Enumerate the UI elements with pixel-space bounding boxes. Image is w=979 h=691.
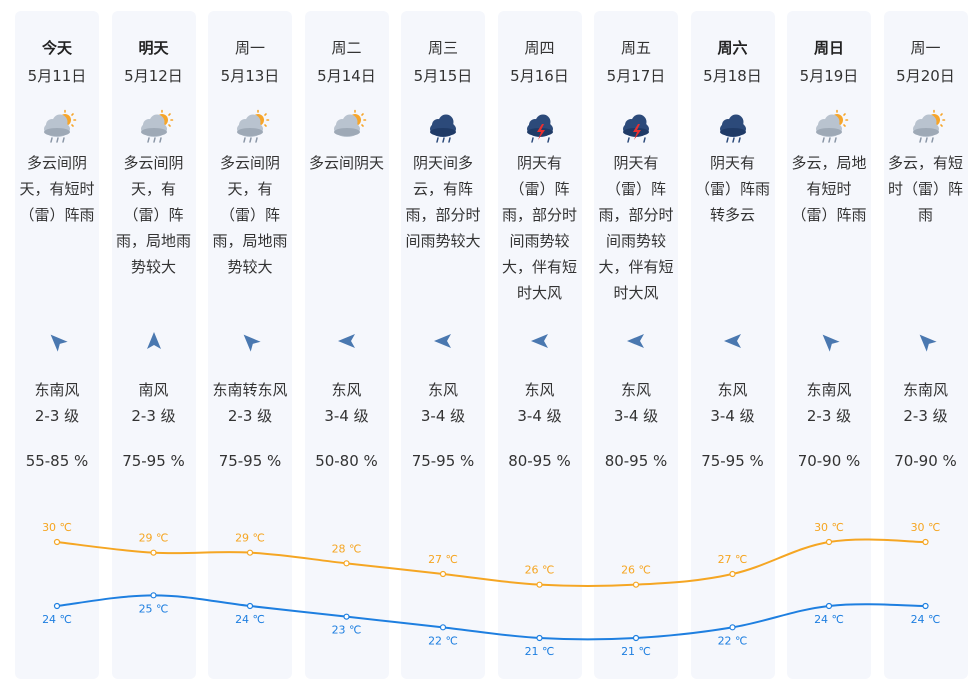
day-column: 周一 5月13日 多云间阴天，有（雷）阵雨，局地雨势较大 东南	[208, 11, 292, 679]
weather-description: 多云，局地有短时（雷）阵雨	[791, 154, 867, 224]
east-wind-arrow-icon	[498, 329, 582, 353]
wind-level: 3-4 级	[710, 407, 755, 425]
day-column: 周三 5月15日 阴天间多云，有阵雨，部分时间雨势较大 东风 3-4 级 75-95 …	[401, 11, 485, 679]
day-date: 5月11日	[27, 67, 87, 85]
day-name: 今天	[41, 39, 72, 57]
partly-cloudy-rain-icon	[884, 109, 968, 149]
rain-cloud-icon	[401, 109, 485, 149]
partly-cloudy-rain-icon	[112, 109, 196, 149]
day-name: 周二	[331, 39, 362, 57]
day-column: 今天 5月11日 多云间阴天，有短时（雷）阵雨 东南风 2-3	[15, 11, 99, 679]
day-column: 周一 5月20日 多云，有短时（雷）阵雨 东南风 2-3 级 70	[883, 11, 968, 679]
wind-level: 2-3 级	[806, 407, 852, 425]
humidity-range: 70-90 %	[894, 452, 957, 470]
weather-description: 多云间阴天，有短时（雷）阵雨	[19, 154, 95, 224]
day-column: 周五 5月17日 阴天有（雷）阵雨，部分时间雨势较大，伴有短时大风 东风 3-4 级…	[594, 11, 678, 679]
day-column: 周二 5月14日 多云间阴天 东风 3-4 级 50-80 %	[304, 11, 389, 679]
south-wind-arrow-icon	[112, 329, 196, 353]
rain-cloud-icon	[691, 109, 775, 149]
wind-direction: 东风	[427, 381, 458, 399]
weather-description: 多云间阴天，有（雷）阵雨，局地雨势较大	[115, 154, 191, 276]
wind-direction: 东风	[524, 381, 555, 399]
humidity-range: 75-95 %	[218, 452, 282, 470]
wind-direction: 东南转东风	[212, 381, 288, 399]
day-date: 5月20日	[896, 67, 955, 85]
day-name: 周四	[524, 39, 555, 57]
humidity-range: 75-95 %	[122, 452, 185, 470]
east-wind-arrow-icon	[594, 329, 678, 353]
thunderstorm-icon	[498, 109, 582, 149]
wind-level: 2-3 级	[34, 407, 80, 425]
humidity-range: 50-80 %	[315, 452, 378, 470]
humidity-range: 80-95 %	[604, 452, 668, 470]
wind-level: 2-3 级	[903, 407, 948, 425]
day-column: 明天 5月12日 多云间阴天，有（雷）阵雨，局地雨势较大 南风	[111, 11, 196, 679]
weather-description: 多云间阴天	[308, 154, 384, 172]
day-date: 5月13日	[220, 67, 280, 85]
humidity-range: 80-95 %	[508, 452, 571, 470]
day-date: 5月16日	[510, 67, 569, 85]
wind-level: 3-4 级	[613, 407, 659, 425]
southeast-wind-arrow-icon	[884, 329, 968, 353]
east-wind-arrow-icon	[305, 329, 389, 353]
wind-direction: 东风	[717, 381, 748, 399]
southeast-wind-arrow-icon	[15, 329, 99, 353]
east-wind-arrow-icon	[691, 329, 775, 353]
day-name: 周六	[717, 39, 748, 57]
partly-cloudy-rain-icon	[15, 109, 99, 149]
partly-cloudy-rain-icon	[787, 109, 871, 149]
wind-direction: 东风	[620, 381, 651, 399]
humidity-range: 75-95 %	[701, 452, 764, 470]
wind-direction: 东南风	[806, 381, 852, 399]
east-wind-arrow-icon	[401, 329, 485, 353]
day-name: 周三	[427, 39, 458, 57]
day-date: 5月17日	[606, 67, 666, 85]
day-date: 5月15日	[413, 67, 473, 85]
day-name: 周日	[813, 39, 844, 57]
wind-level: 3-4 级	[324, 407, 369, 425]
day-column: 周六 5月18日 阴天有（雷）阵雨转多云 东风 3-4 级 75-95 %	[690, 11, 775, 679]
weather-description: 阴天有（雷）阵雨，部分时间雨势较大，伴有短时大风	[598, 154, 674, 302]
wind-direction: 东南风	[34, 381, 80, 399]
day-date: 5月19日	[799, 67, 859, 85]
southeast-wind-arrow-icon	[787, 329, 871, 353]
day-name: 周一	[234, 39, 265, 57]
day-date: 5月14日	[317, 67, 376, 85]
weather-description: 阴天有（雷）阵雨转多云	[694, 154, 770, 224]
thunderstorm-icon	[594, 109, 678, 149]
wind-direction: 东风	[331, 381, 362, 399]
wind-level: 2-3 级	[131, 407, 176, 425]
day-date: 5月12日	[124, 67, 183, 85]
humidity-range: 70-90 %	[797, 452, 861, 470]
day-name: 明天	[138, 39, 169, 57]
day-name: 周五	[620, 39, 651, 57]
weather-description: 多云间阴天，有（雷）阵雨，局地雨势较大	[212, 154, 288, 276]
partly-cloudy-icon	[305, 109, 389, 149]
weather-description: 阴天间多云，有阵雨，部分时间雨势较大	[405, 154, 481, 250]
weather-description: 阴天有（雷）阵雨，部分时间雨势较大，伴有短时大风	[501, 154, 577, 302]
day-date: 5月18日	[703, 67, 762, 85]
day-name: 周一	[910, 39, 941, 57]
day-column: 周四 5月16日 阴天有（雷）阵雨，部分时间雨势较大，伴有短时大风 东风 3-4 级…	[497, 11, 582, 679]
wind-direction: 东南风	[902, 381, 948, 399]
weather-description: 多云，有短时（雷）阵雨	[887, 154, 963, 224]
day-column: 周日 5月19日 多云，局地有短时（雷）阵雨 东南风 2-3 级	[787, 11, 871, 679]
southeast-wind-arrow-icon	[208, 329, 292, 353]
humidity-range: 55-85 %	[25, 452, 89, 470]
wind-level: 3-4 级	[517, 407, 562, 425]
wind-level: 2-3 级	[227, 407, 273, 425]
partly-cloudy-rain-icon	[208, 109, 292, 149]
wind-direction: 南风	[138, 381, 169, 399]
wind-level: 3-4 级	[420, 407, 466, 425]
humidity-range: 75-95 %	[411, 452, 475, 470]
